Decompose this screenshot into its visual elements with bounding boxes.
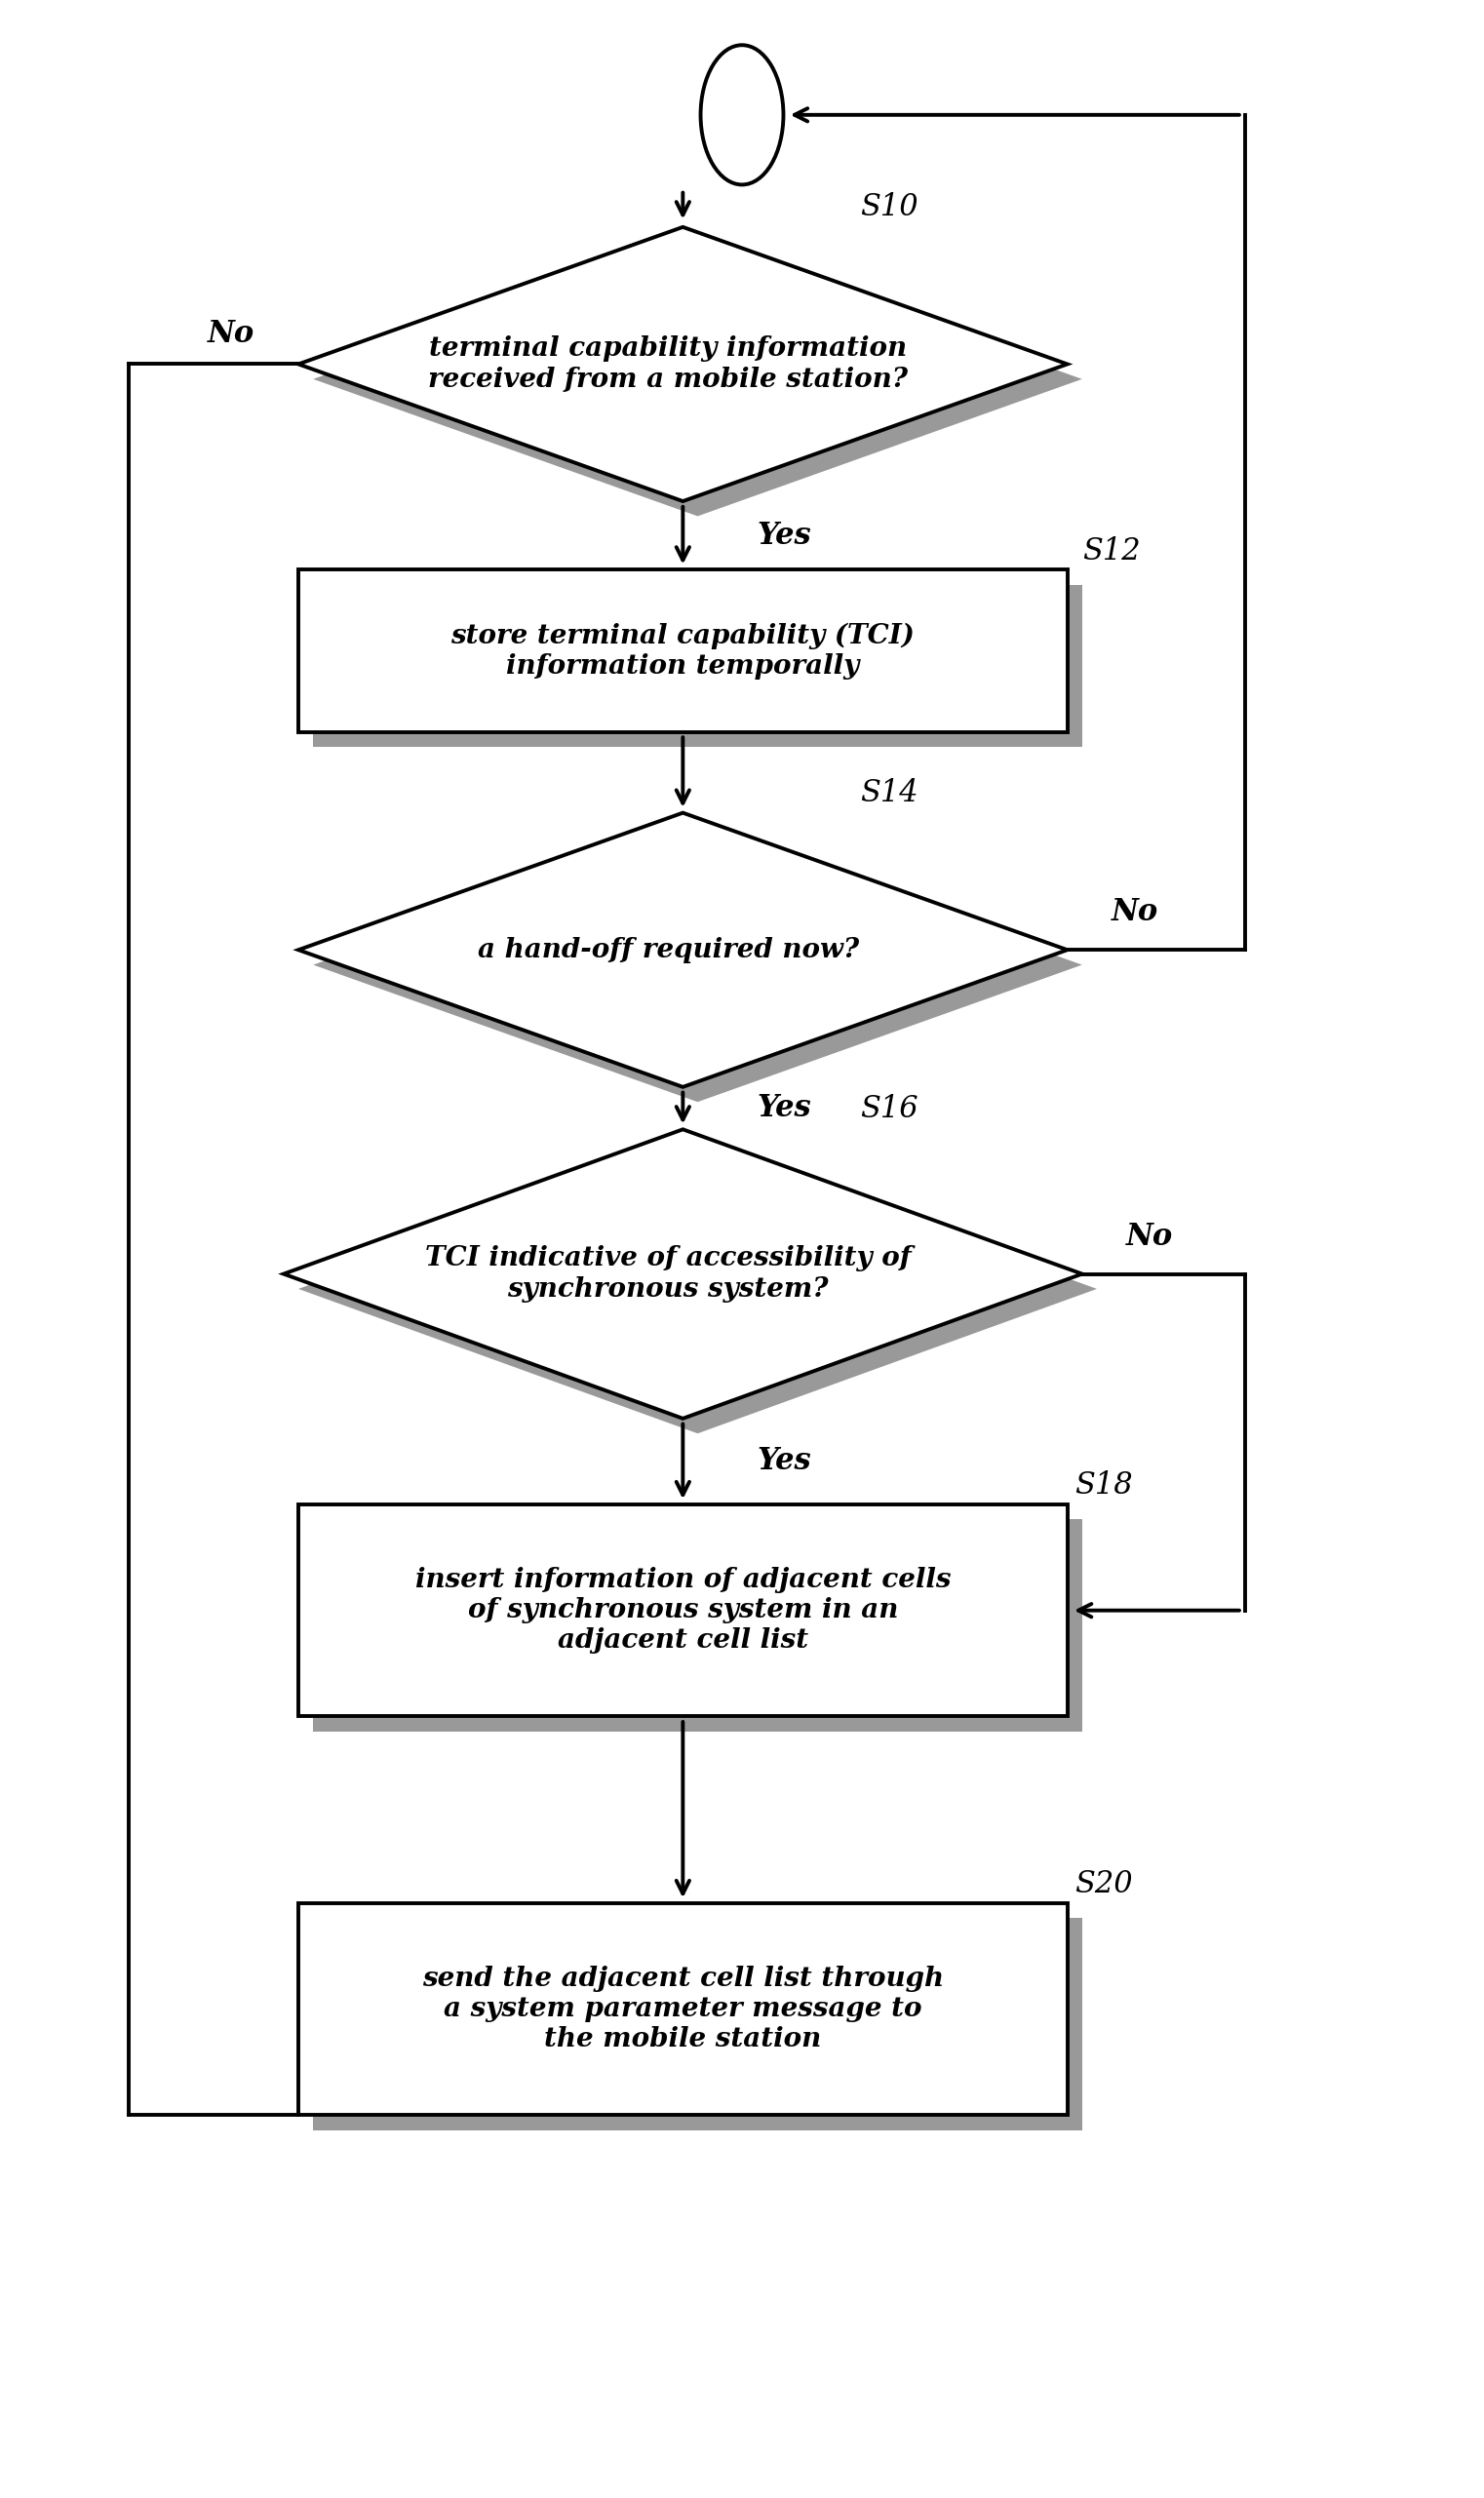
Text: S18: S18 xyxy=(1074,1471,1132,1501)
Polygon shape xyxy=(298,812,1067,1087)
Text: store terminal capability (TCI)
information temporally: store terminal capability (TCI) informat… xyxy=(451,622,914,679)
Text: No: No xyxy=(208,320,254,350)
Text: No: No xyxy=(1112,897,1159,927)
Text: No: No xyxy=(1126,1222,1174,1251)
Text: S14: S14 xyxy=(861,777,919,807)
Polygon shape xyxy=(313,1519,1082,1731)
Text: terminal capability information
received from a mobile station?: terminal capability information received… xyxy=(429,335,908,392)
Polygon shape xyxy=(298,1903,1067,2116)
Polygon shape xyxy=(313,1918,1082,2131)
Polygon shape xyxy=(313,827,1082,1102)
Polygon shape xyxy=(298,1144,1097,1434)
Polygon shape xyxy=(298,570,1067,732)
Text: Yes: Yes xyxy=(757,1094,812,1124)
Text: a hand-off required now?: a hand-off required now? xyxy=(478,937,859,964)
Text: insert information of adjacent cells
of synchronous system in an
adjacent cell l: insert information of adjacent cells of … xyxy=(416,1566,951,1654)
Text: S16: S16 xyxy=(861,1094,919,1124)
Text: S12: S12 xyxy=(1082,535,1140,567)
Text: S20: S20 xyxy=(1074,1869,1132,1898)
Text: Yes: Yes xyxy=(757,1446,812,1476)
Text: S10: S10 xyxy=(861,192,919,222)
Text: send the adjacent cell list through
a system parameter message to
the mobile sta: send the adjacent cell list through a sy… xyxy=(421,1966,944,2053)
Polygon shape xyxy=(313,242,1082,517)
Polygon shape xyxy=(283,1129,1082,1419)
Polygon shape xyxy=(298,1504,1067,1716)
Text: TCI indicative of accessibility of
synchronous system?: TCI indicative of accessibility of synch… xyxy=(424,1247,911,1301)
Polygon shape xyxy=(313,585,1082,747)
Circle shape xyxy=(700,45,784,185)
Text: Yes: Yes xyxy=(757,520,812,550)
Polygon shape xyxy=(298,227,1067,502)
